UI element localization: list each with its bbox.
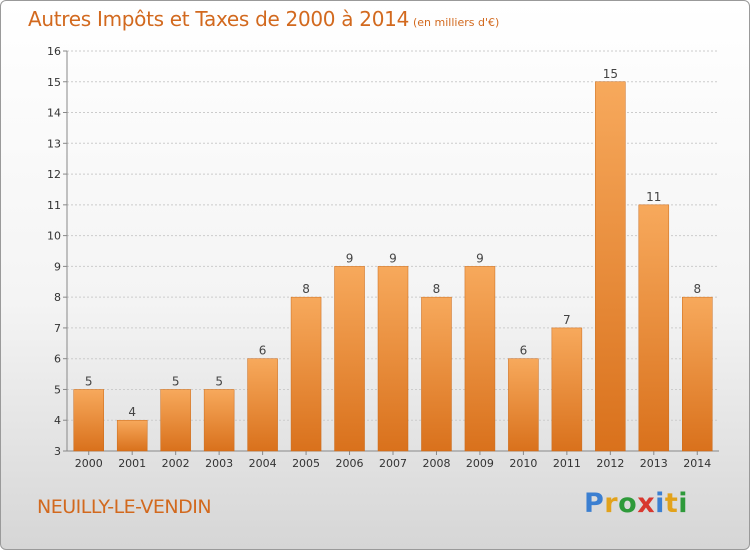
x-tick-label-2010: 2010	[509, 457, 537, 470]
logo-letter: P	[584, 488, 605, 519]
bar-2014	[682, 296, 713, 452]
bar-2011	[551, 327, 583, 452]
x-tick-label-2005: 2005	[292, 457, 320, 470]
value-label-2006: 9	[346, 251, 354, 265]
bar-2013	[638, 204, 670, 452]
y-tick-label: 4	[54, 414, 61, 427]
x-tick-label-2009: 2009	[466, 457, 494, 470]
y-axis: 3 4 5 6 7 8 9 10 11 12 13 14 15 16	[47, 45, 719, 458]
chart-title: Autres Impôts et Taxes de 2000 à 2014 (en…	[28, 7, 500, 31]
y-tick-label: 15	[47, 76, 61, 89]
y-tick-label: 7	[54, 322, 61, 335]
y-tick-label: 16	[47, 45, 61, 58]
value-label-2004: 6	[259, 344, 267, 358]
x-tick-label-2001: 2001	[118, 457, 146, 470]
value-label-2014: 8	[693, 282, 701, 296]
x-tick-label-2006: 2006	[336, 457, 364, 470]
y-tick-label: 10	[47, 230, 61, 243]
value-label-2002: 5	[172, 374, 180, 388]
y-tick-label: 5	[54, 383, 61, 396]
bar-2004	[247, 358, 278, 452]
labels: 5 2000 4 2001 5 2002 5 2003 6 2004 8 2005 9 2006 9 2007…	[75, 67, 712, 470]
logo-letter: i	[678, 488, 689, 519]
logo-letter: r	[604, 488, 619, 519]
logo-letter: o	[618, 488, 638, 519]
value-label-2009: 9	[476, 251, 484, 265]
y-tick-label: 9	[54, 260, 61, 273]
x-tick-label-2012: 2012	[596, 457, 624, 470]
value-label-2010: 6	[520, 344, 528, 358]
value-label-2005: 8	[302, 282, 310, 296]
value-label-2001: 4	[128, 405, 136, 419]
proxiti-logo[interactable]: Proxiti	[584, 488, 688, 519]
x-tick-label-2004: 2004	[249, 457, 277, 470]
bar-2003	[203, 389, 235, 452]
bar-2005	[290, 296, 322, 452]
bar-2009	[464, 266, 496, 452]
value-label-2008: 8	[433, 282, 441, 296]
bar-2001	[116, 419, 148, 452]
y-tick-label: 12	[47, 168, 61, 181]
y-tick-label: 13	[47, 137, 61, 150]
x-tick-label-2008: 2008	[422, 457, 450, 470]
value-label-2007: 9	[389, 251, 397, 265]
bar-2006	[334, 266, 365, 452]
x-tick-label-2000: 2000	[75, 457, 103, 470]
value-label-2003: 5	[215, 374, 223, 388]
bar-2008	[421, 296, 452, 452]
bars	[73, 81, 713, 452]
y-tick-label: 14	[47, 107, 61, 120]
bar-2012	[595, 81, 626, 452]
bar-2000	[73, 389, 104, 452]
value-label-2000: 5	[85, 374, 93, 388]
y-tick-label: 8	[54, 291, 61, 304]
value-label-2013: 11	[646, 190, 661, 204]
logo-letter: x	[637, 488, 656, 519]
value-label-2012: 15	[603, 67, 618, 81]
y-tick-label: 3	[54, 445, 61, 458]
bar-2007	[377, 266, 409, 452]
y-tick-label: 6	[54, 353, 61, 366]
bar-2002	[160, 389, 191, 452]
bar-2010	[508, 358, 539, 452]
value-label-2011: 7	[563, 313, 571, 327]
x-tick-label-2014: 2014	[683, 457, 711, 470]
x-tick-label-2003: 2003	[205, 457, 233, 470]
x-tick-label-2011: 2011	[553, 457, 581, 470]
y-tick-label: 11	[47, 199, 61, 212]
logo-letter: t	[664, 488, 679, 519]
chart-subtitle: (en milliers d'€)	[413, 16, 500, 29]
commune-name: NEUILLY-LE-VENDIN	[37, 496, 212, 518]
x-tick-label-2007: 2007	[379, 457, 407, 470]
x-tick-label-2013: 2013	[640, 457, 668, 470]
logo-letter: i	[655, 488, 665, 519]
x-tick-label-2002: 2002	[162, 457, 190, 470]
